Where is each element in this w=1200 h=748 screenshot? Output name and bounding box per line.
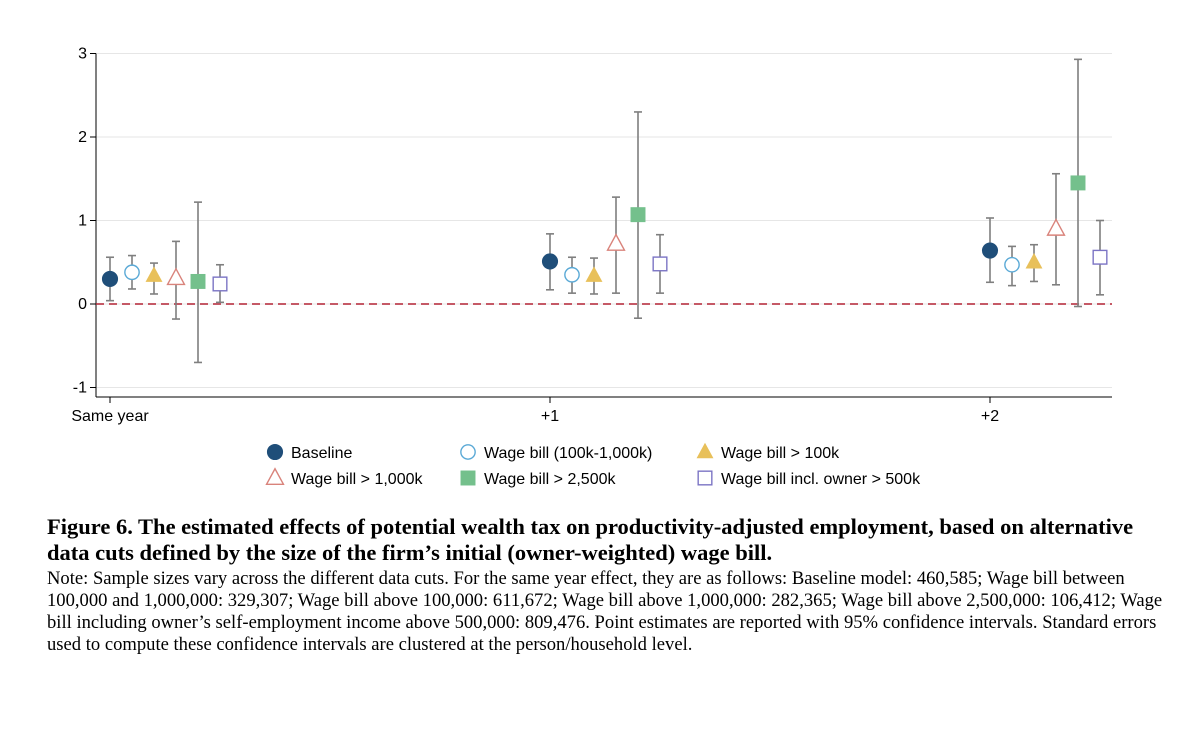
point-estimate: [606, 233, 626, 251]
series-2: [145, 243, 1043, 295]
x-tick-label: Same year: [71, 408, 149, 425]
legend-label: Wage bill > 2,500k: [484, 471, 616, 488]
point-estimate: [1046, 218, 1066, 236]
series-5: [212, 219, 1108, 304]
legend-label: Baseline: [291, 445, 352, 462]
axis-ticks: -1 0 1 2 3 Same year +1 +2: [71, 46, 999, 426]
figure-note: Note: Sample sizes vary across the diffe…: [47, 568, 1163, 655]
legend: Baseline Wage bill (100k-1,000k) Wage bill…: [265, 442, 921, 488]
legend-symbol: [266, 443, 284, 461]
point-estimate: [212, 276, 228, 292]
series-4: [190, 58, 1086, 364]
x-tick-label: +2: [981, 408, 999, 425]
chart: -1 0 1 2 3 Same year +1 +2 Baseline Wage bill (1…: [71, 46, 1112, 488]
legend-item: Wage bill incl. owner > 500k: [697, 470, 921, 488]
point-estimate: [124, 264, 140, 281]
point-estimate: [630, 207, 646, 223]
point-estimate: [1025, 252, 1043, 269]
legend-symbol: [460, 470, 476, 486]
legend-symbol: [265, 467, 285, 485]
point-estimate: [1004, 256, 1020, 273]
data-marks: [101, 58, 1108, 364]
legend-item: Baseline: [266, 443, 352, 462]
point-estimate: [166, 267, 186, 286]
legend-symbol: [460, 444, 476, 460]
legend-symbol: [696, 442, 714, 459]
point-estimate: [585, 266, 603, 282]
point-estimate: [145, 266, 163, 282]
figure-title: Figure 6. The estimated effects of poten…: [47, 514, 1134, 565]
point-estimate: [101, 270, 119, 288]
point-estimate: [190, 273, 206, 289]
point-estimate: [564, 266, 580, 283]
y-tick-label: 1: [78, 213, 87, 230]
point-estimate: [541, 253, 559, 270]
legend-label: Wage bill > 1,000k: [291, 471, 423, 488]
y-tick-label: 3: [78, 46, 87, 63]
point-estimate: [981, 242, 999, 259]
gridlines: [96, 53, 1112, 388]
figure-caption: Figure 6. The estimated effects of poten…: [47, 514, 1167, 656]
y-tick-label: 2: [78, 129, 87, 146]
legend-item: Wage bill > 100k: [696, 442, 840, 462]
series-3: [166, 172, 1066, 320]
legend-symbol: [697, 470, 713, 486]
y-tick-label: -1: [73, 380, 87, 397]
legend-label: Wage bill > 100k: [721, 445, 840, 462]
point-estimate: [1070, 175, 1086, 191]
legend-label: Wage bill (100k-1,000k): [484, 445, 652, 462]
legend-label: Wage bill incl. owner > 500k: [721, 471, 921, 488]
y-tick-label: 0: [78, 296, 87, 313]
series-0: [101, 217, 999, 302]
point-estimate: [1092, 249, 1108, 265]
legend-item: Wage bill > 2,500k: [460, 470, 616, 488]
legend-item: Wage bill > 1,000k: [265, 467, 423, 488]
series-1: [124, 245, 1020, 294]
legend-item: Wage bill (100k-1,000k): [460, 444, 652, 462]
point-estimate: [652, 256, 668, 272]
x-tick-label: +1: [541, 408, 559, 425]
